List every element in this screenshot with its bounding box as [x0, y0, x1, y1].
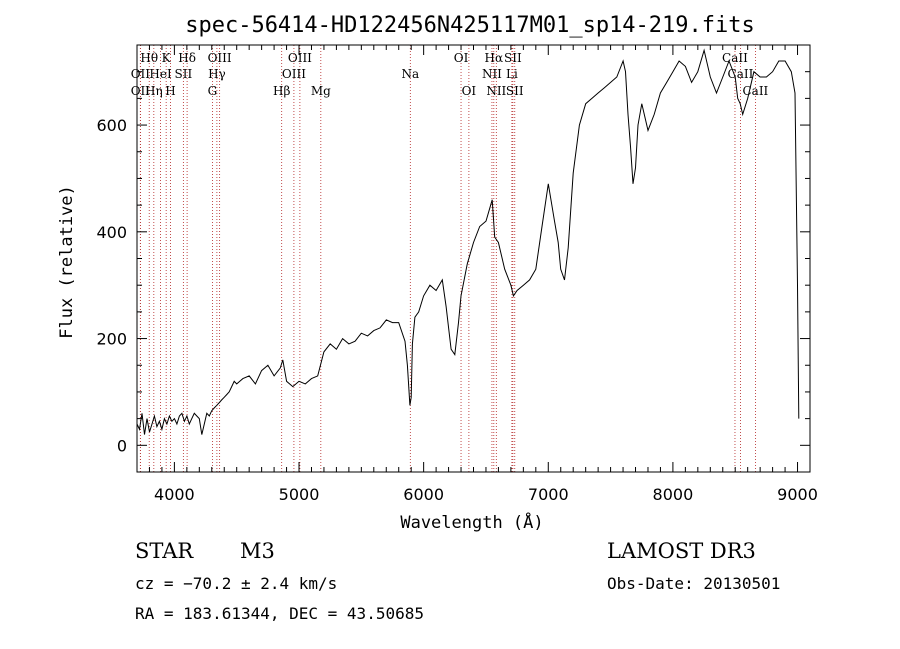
x-tick-label: 4000 — [154, 485, 195, 504]
emission-line-label: SII — [504, 51, 522, 65]
emission-line-label: SII — [175, 67, 193, 81]
emission-line-label: OIII — [288, 51, 312, 65]
coordinates: RA = 183.61344, DEC = 43.50685 — [135, 604, 424, 623]
emission-line-label: K — [162, 51, 172, 65]
emission-line-label: Hη — [145, 84, 163, 98]
emission-line-label: CaII — [742, 84, 768, 98]
emission-line-label: NII — [482, 67, 502, 81]
chart-title: spec-56414-HD122456N425117M01_sp14-219.f… — [185, 13, 755, 38]
x-axis-label: Wavelength (Å) — [400, 511, 543, 533]
x-tick-label: 6000 — [403, 485, 444, 504]
emission-line-label: NII — [486, 84, 506, 98]
emission-line-label: Li — [506, 67, 518, 81]
obs-date: Obs-Date: 20130501 — [607, 574, 781, 593]
x-tick-label: 7000 — [528, 485, 569, 504]
y-tick-label: 400 — [96, 223, 127, 242]
emission-line-label: CaII — [722, 51, 748, 65]
emission-line-label: Mg — [311, 84, 331, 98]
survey-name: LAMOST DR3 — [607, 539, 756, 563]
emission-line-label: CaII — [728, 67, 754, 81]
emission-line-label: Hα — [485, 51, 504, 65]
x-axis-ticks: 4000 5000 6000 7000 8000 9000 — [136, 45, 818, 504]
object-class: STAR — [135, 539, 194, 563]
emission-line-markers — [139, 45, 756, 472]
emission-line-label: OI — [462, 84, 477, 98]
y-tick-label: 200 — [96, 330, 127, 349]
x-tick-label: 8000 — [653, 485, 694, 504]
emission-line-label: OIII — [208, 51, 232, 65]
y-tick-label: 0 — [117, 436, 127, 455]
emission-line-label: OII — [131, 67, 151, 81]
redshift-value: cz = −70.2 ± 2.4 km/s — [135, 574, 338, 593]
y-axis-label: Flux (relative) — [57, 185, 77, 339]
object-subclass: M3 — [240, 539, 275, 563]
emission-line-label: Na — [401, 67, 419, 81]
emission-line-label: OI — [454, 51, 469, 65]
y-axis-ticks: 0 200 400 600 — [96, 44, 810, 473]
emission-line-label: G — [208, 84, 218, 98]
emission-line-label: Hδ — [178, 51, 196, 65]
emission-line-label: Hγ — [208, 67, 226, 81]
emission-line-label: HeI — [149, 67, 172, 81]
x-tick-label: 5000 — [279, 485, 320, 504]
emission-line-label: SII — [506, 84, 524, 98]
emission-line-label: Hβ — [273, 84, 290, 98]
emission-line-label: OIII — [282, 67, 306, 81]
spectrum-line — [136, 48, 800, 435]
emission-line-label: OII — [131, 84, 151, 98]
emission-line-label: H — [165, 84, 175, 98]
plot-frame — [136, 44, 811, 473]
emission-line-label: Hθ — [140, 51, 158, 65]
y-tick-label: 600 — [96, 116, 127, 135]
x-tick-label: 9000 — [777, 485, 818, 504]
